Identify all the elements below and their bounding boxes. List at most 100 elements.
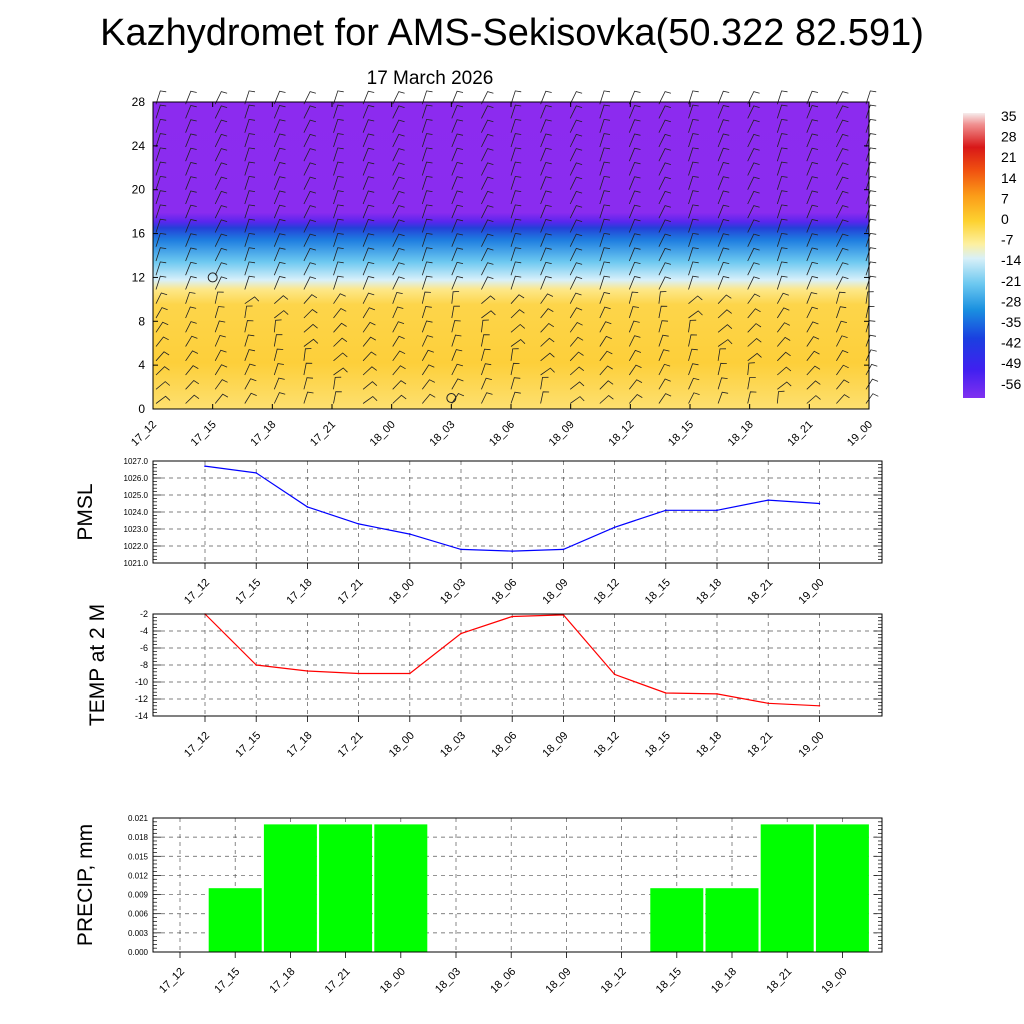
wind-barb [451,190,464,205]
wind-barb [806,395,821,404]
wind-barb [688,392,700,404]
wind-barb [569,262,583,276]
wind-barb [628,335,641,347]
wind-barb [806,233,819,247]
wind-barb [658,133,672,148]
wind-barb [747,391,757,404]
wind-barb [273,377,285,390]
wind-barb [273,247,286,262]
x-tick-label: 18_15 [643,730,673,760]
wind-barb [865,133,877,148]
wind-barb [865,261,877,276]
wind-barb [747,148,760,162]
wind-barb [244,147,256,162]
wind-barb [451,133,464,148]
wind-barb [540,367,555,376]
wind-barb [599,104,611,119]
x-tick-label: 18_03 [438,577,468,607]
wind-barb [777,381,792,390]
y-tick-label: -6 [140,643,148,653]
wind-barb [185,379,200,390]
wind-barb [836,262,849,276]
wind-barb [481,319,489,333]
wind-barb [333,391,342,404]
wind-barb [244,275,256,290]
wind-barb [214,364,228,376]
wind-barb [806,261,819,276]
wind-barb [599,232,611,247]
wind-barb [747,119,760,133]
x-tick-label: 18_06 [488,966,518,996]
wind-barb [362,133,375,148]
colorbar-label: -56 [1001,376,1021,392]
wind-barb [599,380,614,390]
wind-barb [688,261,699,276]
wind-barb [628,291,639,304]
wind-barb [510,104,522,119]
wind-barb [569,190,583,205]
wind-barb [747,247,760,262]
wind-barb [185,204,197,219]
wind-barb [806,321,819,333]
y-tick-label: 0.021 [128,814,149,823]
wind-barb [303,233,317,247]
x-tick-label: 19_00 [796,730,826,760]
wind-barb [658,91,672,105]
wind-barb [717,261,730,276]
wind-barb [776,118,788,133]
wind-barb [658,349,670,361]
wind-barb [628,204,641,219]
wind-barb [569,292,582,304]
y-tick-label: 20 [132,183,146,197]
wind-barb [540,133,552,148]
wind-barb [481,148,494,162]
wind-barb [717,377,728,390]
wind-barb [481,233,494,247]
wind-barb [688,295,703,305]
wind-barb [836,219,849,233]
wind-barb [421,320,433,333]
wind-barb [836,176,849,190]
wind-barb [747,133,760,148]
wind-barb [510,161,522,176]
wind-barb [836,394,850,404]
wind-barb [688,232,699,247]
wind-barb [333,104,344,119]
wind-barb [392,306,404,319]
data-point [613,526,616,529]
wind-barb [185,162,197,176]
y-tick-label: 1021.0 [124,559,149,568]
wind-barb [481,190,494,205]
wind-barb [273,147,286,162]
x-tick-label: 18_09 [547,419,577,449]
wind-barb [244,349,256,361]
wind-barb [273,133,286,148]
wind-barb [421,291,431,304]
wind-barb [362,119,375,133]
wind-barb [214,233,228,247]
x-tick-label: 18_06 [489,577,519,607]
x-tick-label: 17_12 [182,730,212,760]
wind-barb [599,321,612,333]
wind-barb [451,90,464,105]
wind-barb [688,334,698,347]
wind-barb [628,233,641,247]
wind-barb [776,232,788,247]
wind-barb [747,337,762,347]
wind-barb [185,247,197,262]
wind-barb [510,377,521,390]
wind-barb [717,294,732,304]
y-tick-label: 0.006 [128,910,149,919]
wind-barb [362,147,375,162]
wind-barb [155,247,167,262]
wind-barb [510,338,526,347]
wind-barb [599,218,611,233]
y-tick-label: 1023.0 [124,525,149,534]
wind-barb [540,162,552,176]
wind-barb [628,190,641,205]
wind-barb [421,261,433,276]
wind-barb [273,90,286,105]
wind-barb [451,204,464,219]
wind-barb [776,247,788,262]
wind-barb [333,293,346,304]
